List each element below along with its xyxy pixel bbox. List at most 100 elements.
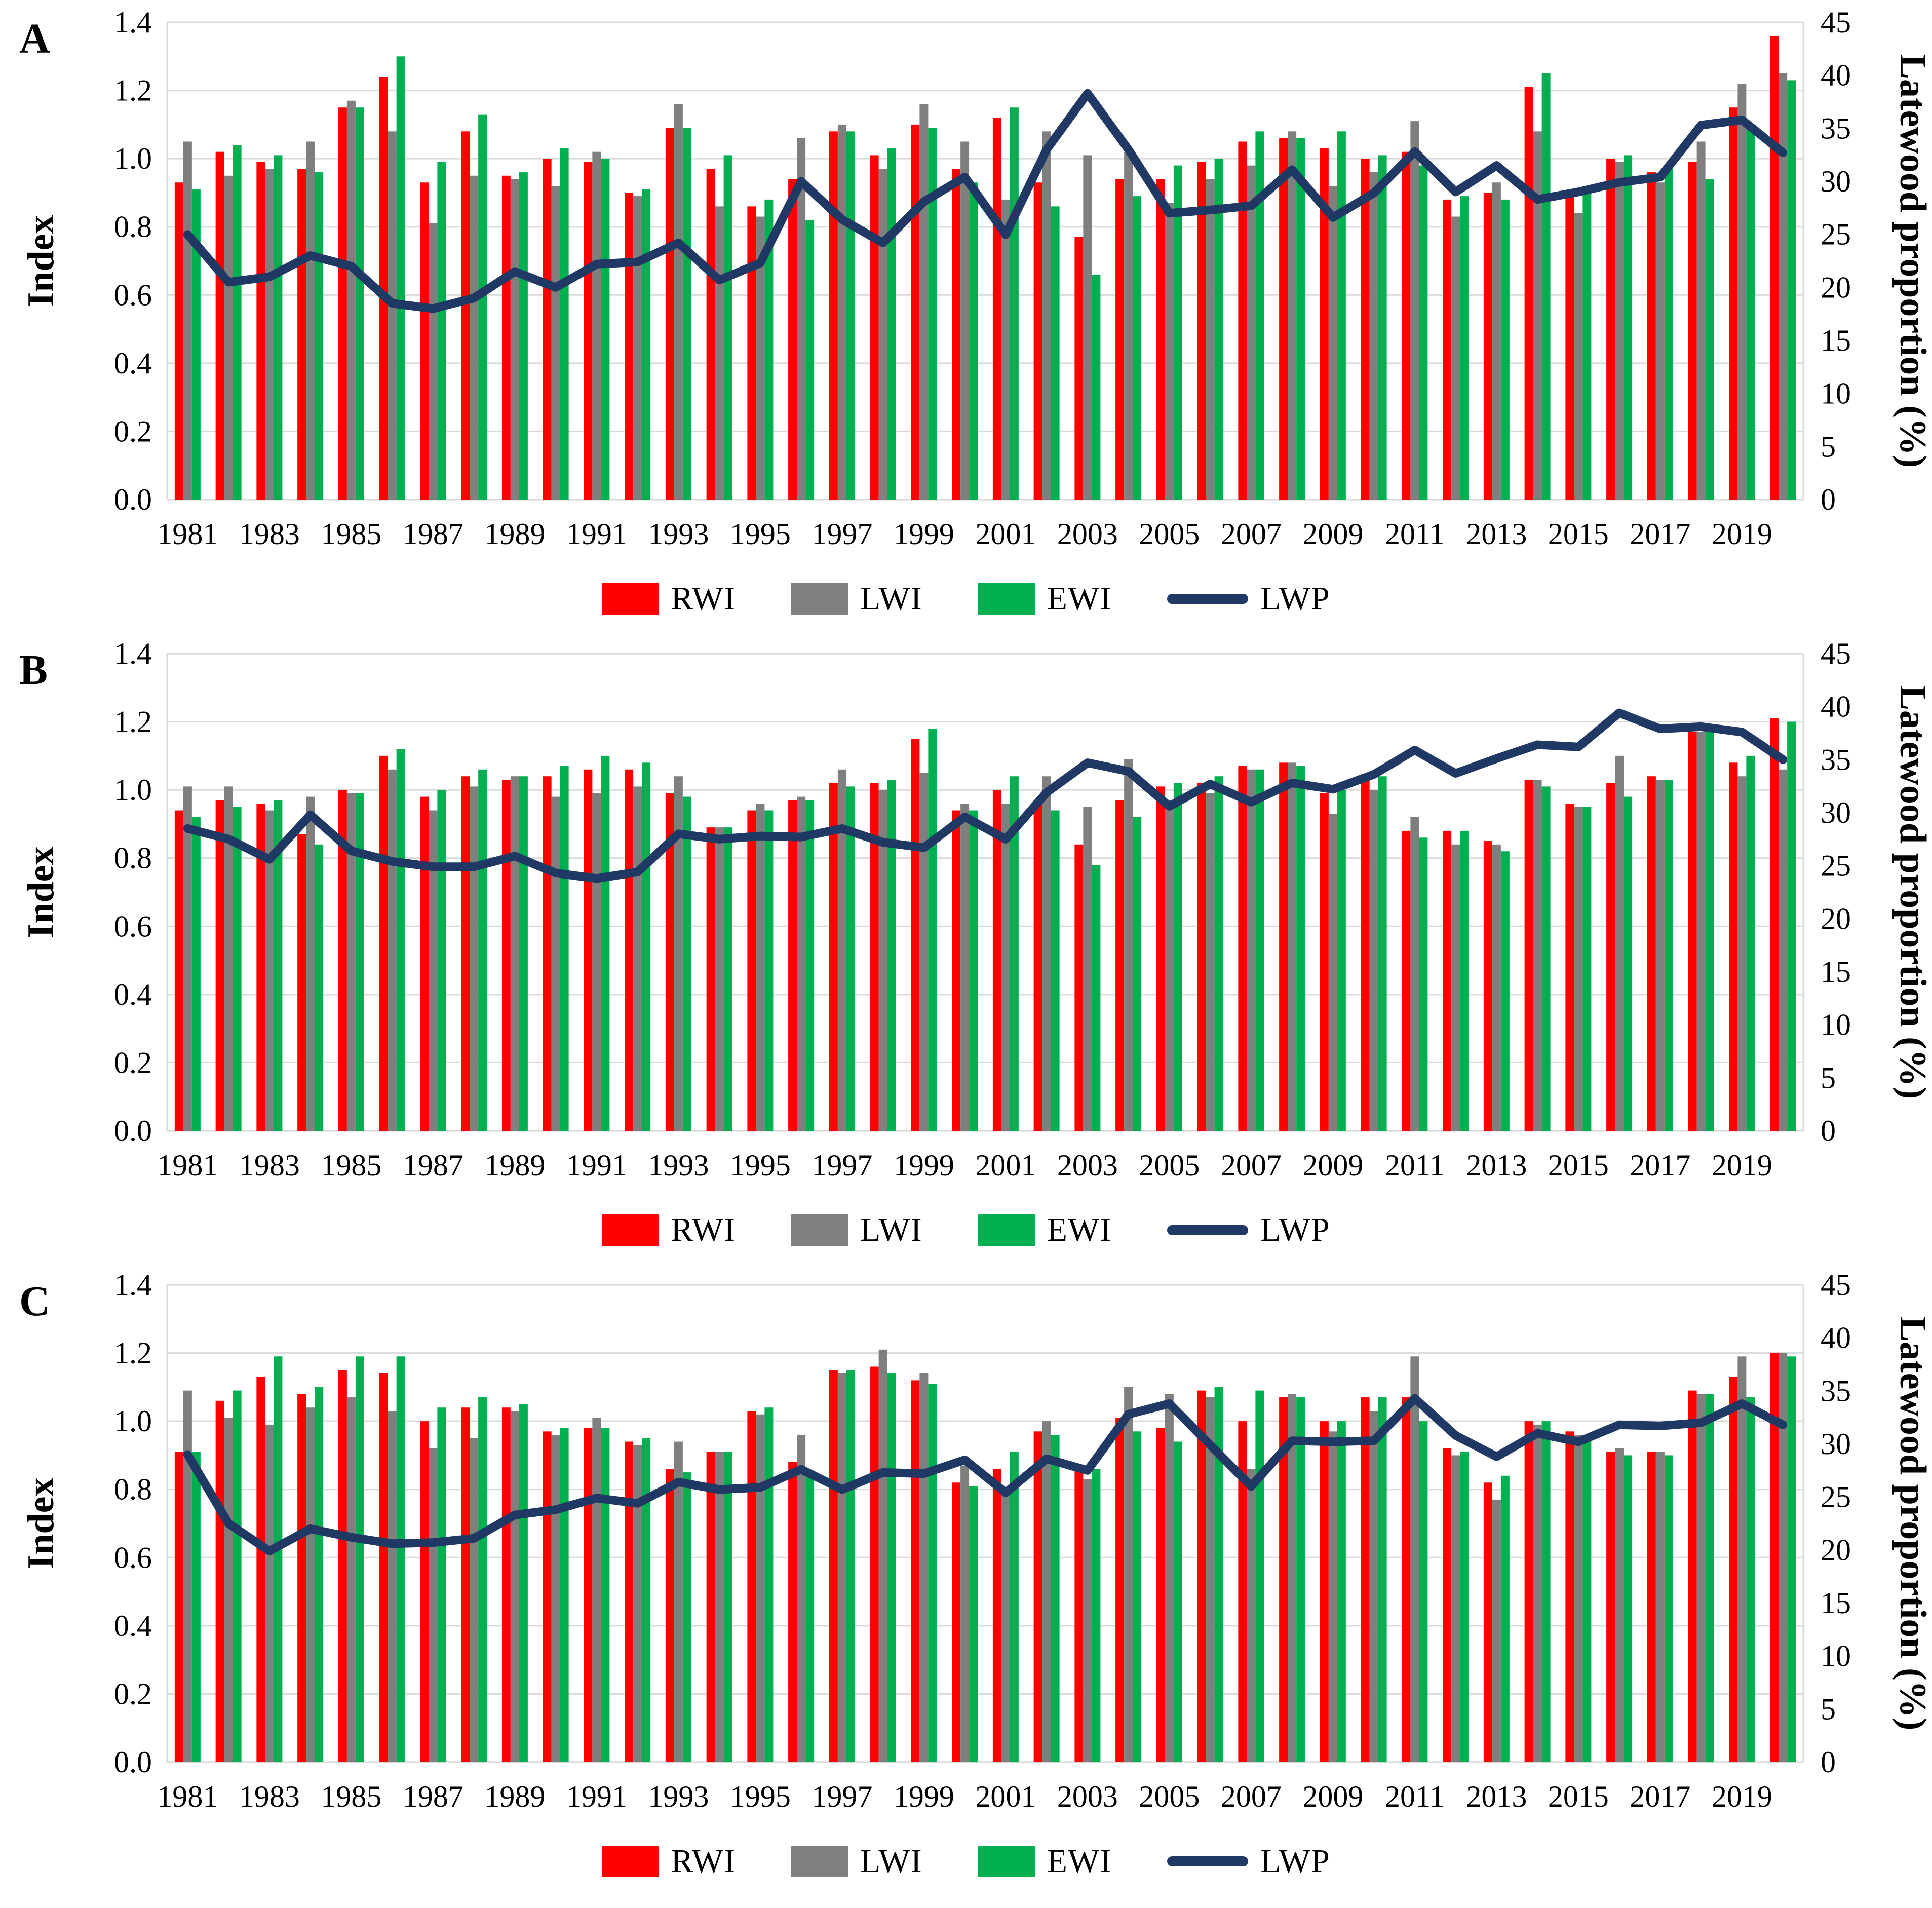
bar-ewi-2011 [1419,1421,1428,1762]
bar-rwi-1990 [543,159,552,500]
x-axis-tick-label: 2005 [1139,1149,1200,1182]
bar-rwi-1984 [297,1394,306,1762]
right-axis-tick-label: 5 [1821,430,1836,463]
bar-rwi-1999 [911,124,920,500]
left-axis-title: Index [20,215,62,307]
bar-rwi-2011 [1402,151,1411,500]
bar-ewi-2007 [1255,769,1264,1131]
bar-lwi-2001 [1001,1493,1010,1762]
x-axis-tick-label: 1989 [484,517,545,551]
x-axis-tick-label: 1991 [566,1780,627,1813]
x-axis-tick-label: 2015 [1548,517,1609,551]
lwp-line [183,89,1788,313]
bar-lwi-2011 [1410,817,1419,1131]
left-axis-tick-label: 1.0 [114,1404,152,1438]
bar-rwi-2012 [1443,1448,1452,1762]
bar-lwi-2019 [1737,1356,1747,1762]
bar-lwi-2006 [1206,793,1215,1131]
bar-rwi-2006 [1197,783,1206,1131]
bar-ewi-2008 [1296,138,1305,500]
right-axis-title: Latewood proportion (%) [1892,1317,1932,1731]
bar-lwi-2003 [1083,1479,1092,1762]
bar-rwi-2010 [1361,779,1370,1131]
bar-ewi-1996 [805,800,815,1131]
bar-ewi-2009 [1337,790,1346,1131]
right-axis-tick-label: 5 [1821,1692,1836,1726]
left-axis-title: Index [20,847,62,938]
bar-rwi-2004 [1115,1418,1125,1762]
bar-ewi-1996 [805,220,815,500]
bar-lwi-2019 [1737,776,1747,1131]
bar-ewi-2007 [1255,131,1264,500]
bar-ewi-2009 [1337,1421,1346,1762]
bar-rwi-1991 [584,769,593,1131]
bar-ewi-2019 [1746,755,1755,1131]
right-axis-tick-label: 25 [1821,1480,1851,1514]
left-axis-tick-label: 0.6 [114,1541,152,1574]
bar-lwi-2001 [1001,199,1010,500]
left-axis-tick-label: 1.2 [114,1337,152,1370]
right-axis-tick-label: 5 [1821,1061,1836,1094]
left-axis-tick-label: 0.0 [114,1114,152,1148]
bar-lwi-2004 [1124,1387,1133,1762]
bar-rwi-2007 [1238,141,1247,500]
bar-lwi-1983 [265,1424,274,1762]
bar-rwi-1983 [256,1377,265,1762]
bar-rwi-2018 [1688,732,1697,1131]
bar-ewi-1996 [805,1472,815,1762]
legend-label-ewi: EWI [1047,1211,1112,1248]
bar-rwi-1986 [379,1373,388,1762]
bar-lwi-2017 [1655,182,1665,500]
bar-rwi-2019 [1729,1377,1738,1762]
legend-label-ewi: EWI [1047,580,1112,617]
bar-lwi-2006 [1206,1397,1215,1762]
panel-c: 0.0 0.2 0.4 0.6 0.8 1.0 1.2 1.4 0 5 10 15 20 25 30 35 40… [0,1267,1932,1898]
bar-ewi-1985 [355,107,364,500]
bar-ewi-2006 [1214,776,1223,1131]
bar-lwi-1989 [510,179,519,500]
bar-rwi-2005 [1156,179,1165,500]
bar-lwi-2015 [1574,213,1583,500]
bar-lwi-1993 [674,776,683,1131]
panel-b-legend: RWI LWI EWI LWP [0,1200,1932,1261]
bar-lwi-1997 [837,1373,846,1762]
legend-label-rwi: RWI [671,580,736,617]
bar-ewi-1987 [437,1407,446,1762]
x-axis-tick-label: 1985 [321,1149,381,1182]
bar-ewi-1983 [274,1356,283,1762]
bar-ewi-2008 [1296,1397,1305,1762]
bar-rwi-1995 [747,810,756,1131]
bar-ewi-1992 [642,762,651,1131]
x-axis-tick-label: 2003 [1057,517,1118,551]
bar-ewi-1999 [928,128,937,500]
bar-rwi-1999 [911,739,920,1131]
bar-rwi-2000 [952,1482,961,1762]
right-axis-tick-label: 45 [1821,6,1851,39]
legend-label-lwp: LWP [1260,1843,1330,1880]
x-axis-tick-label: 2015 [1548,1780,1609,1813]
panel-a-chart: 0.0 0.2 0.4 0.6 0.8 1.0 1.2 1.4 0 5 10 15 20 25 30 35 40… [19,6,1932,551]
bar-rwi-1993 [665,128,674,500]
bar-ewi-2013 [1500,851,1510,1131]
bar-rwi-2017 [1647,776,1656,1131]
bar-lwi-1994 [715,206,724,500]
bar-rwi-1985 [338,107,347,500]
right-axis-tick-label: 0 [1821,1114,1836,1148]
x-axis-tick-label: 2005 [1139,1780,1200,1813]
bar-rwi-2013 [1483,841,1492,1131]
x-axis-tick-label: 1997 [812,517,872,551]
bar-lwi-2017 [1655,1452,1665,1762]
bar-ewi-2006 [1214,1387,1223,1762]
x-axis-tick-label: 2009 [1302,517,1363,551]
bar-lwi-2012 [1451,1455,1460,1762]
left-axis-tick-label: 0.0 [114,483,152,516]
x-axis-tick-label: 1993 [648,1780,709,1813]
bar-ewi-2010 [1378,155,1387,500]
left-axis-tick-label: 0.4 [114,978,152,1011]
bar-lwi-1982 [224,786,233,1131]
x-axis-tick-label: 1991 [566,517,627,551]
bar-rwi-2020 [1770,1353,1779,1762]
bar-lwi-1997 [837,124,846,500]
bar-ewi-2002 [1051,810,1060,1131]
bar-ewi-1990 [560,148,569,500]
